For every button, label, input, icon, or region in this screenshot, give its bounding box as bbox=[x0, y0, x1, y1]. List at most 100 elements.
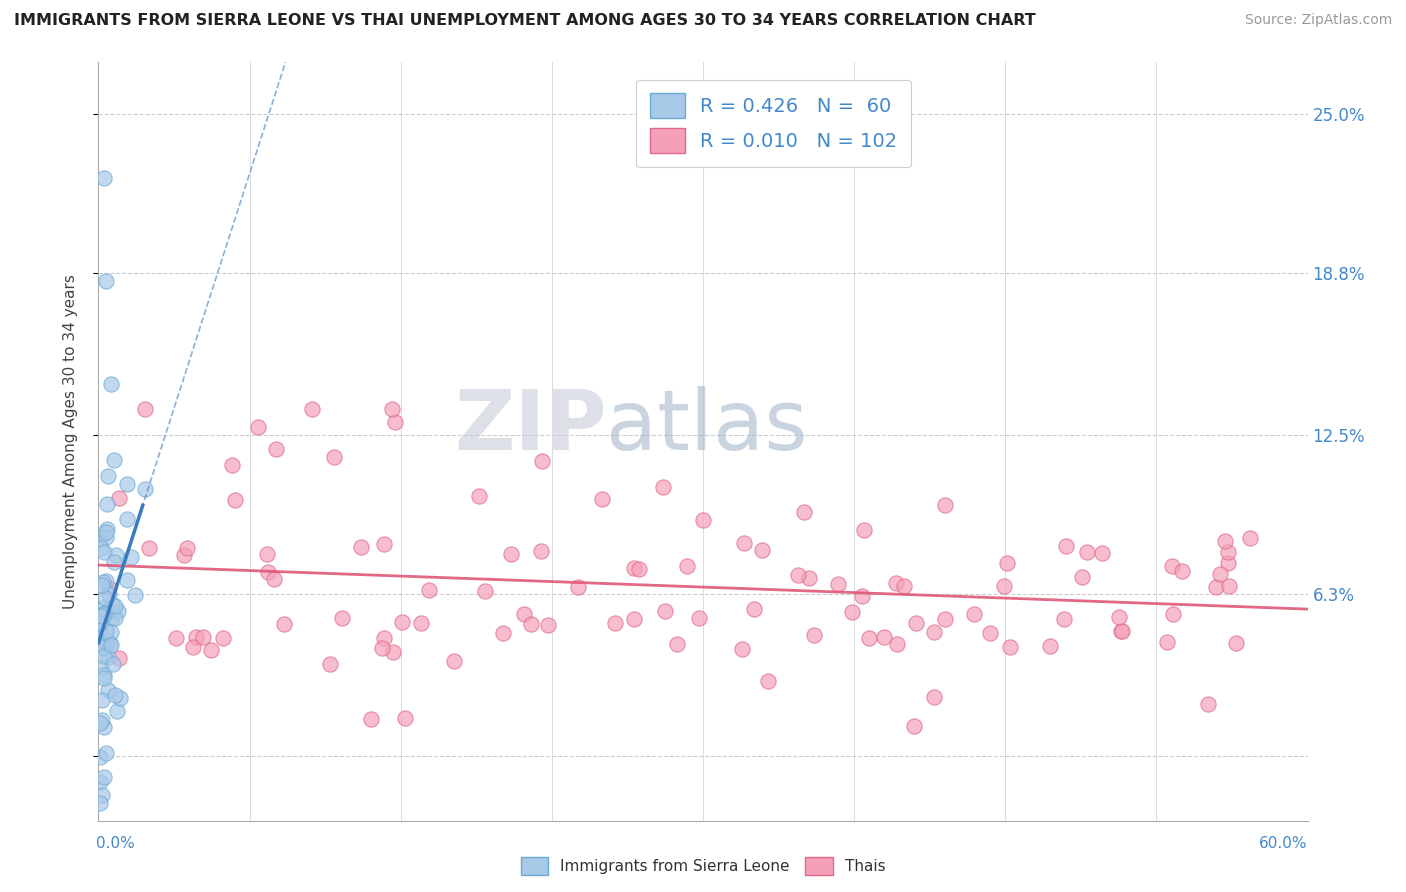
Text: IMMIGRANTS FROM SIERRA LEONE VS THAI UNEMPLOYMENT AMONG AGES 30 TO 34 YEARS CORR: IMMIGRANTS FROM SIERRA LEONE VS THAI UNE… bbox=[14, 13, 1036, 29]
Point bbox=[96, 604, 118, 618]
Point bbox=[382, 645, 405, 659]
Point bbox=[224, 492, 246, 507]
Point bbox=[117, 477, 139, 491]
Point bbox=[623, 612, 645, 626]
Point bbox=[1070, 570, 1092, 584]
Text: atlas: atlas bbox=[606, 386, 808, 467]
Point bbox=[90, 541, 112, 556]
Point bbox=[692, 513, 714, 527]
Point bbox=[922, 624, 945, 639]
Point bbox=[797, 571, 820, 585]
Point bbox=[1239, 531, 1261, 545]
Point bbox=[1054, 539, 1077, 553]
Point bbox=[731, 641, 754, 656]
Point bbox=[651, 479, 673, 493]
Point bbox=[193, 630, 215, 644]
Point bbox=[1197, 698, 1219, 712]
Point bbox=[1091, 546, 1114, 560]
Point bbox=[1111, 624, 1133, 638]
Point bbox=[91, 693, 114, 707]
Point bbox=[1109, 624, 1132, 639]
Text: ZIP: ZIP bbox=[454, 386, 606, 467]
Point bbox=[443, 655, 465, 669]
Point bbox=[138, 541, 160, 556]
Point bbox=[1039, 639, 1062, 653]
Point bbox=[103, 555, 125, 569]
Text: 60.0%: 60.0% bbox=[1260, 836, 1308, 851]
Point bbox=[89, 607, 111, 622]
Point bbox=[381, 402, 404, 417]
Point bbox=[134, 402, 156, 417]
Point bbox=[384, 415, 406, 429]
Point bbox=[93, 607, 115, 622]
Point bbox=[96, 497, 118, 511]
Point bbox=[107, 604, 129, 618]
Point bbox=[93, 720, 115, 734]
Point bbox=[165, 631, 187, 645]
Point bbox=[1076, 545, 1098, 559]
Point bbox=[124, 588, 146, 602]
Point bbox=[322, 450, 344, 464]
Point bbox=[257, 565, 280, 579]
Point bbox=[319, 657, 342, 672]
Point bbox=[110, 690, 132, 705]
Point bbox=[200, 642, 222, 657]
Point bbox=[733, 536, 755, 550]
Point bbox=[1213, 534, 1236, 549]
Point bbox=[373, 632, 395, 646]
Point bbox=[675, 559, 697, 574]
Y-axis label: Unemployment Among Ages 30 to 34 years: Unemployment Among Ages 30 to 34 years bbox=[63, 274, 77, 609]
Point bbox=[91, 608, 114, 623]
Point bbox=[246, 420, 269, 434]
Point bbox=[273, 617, 295, 632]
Point bbox=[979, 625, 1001, 640]
Point bbox=[934, 498, 956, 512]
Point bbox=[176, 541, 198, 556]
Point bbox=[529, 544, 551, 558]
Point bbox=[104, 599, 127, 614]
Point bbox=[101, 657, 124, 672]
Point bbox=[96, 624, 118, 639]
Point bbox=[858, 631, 880, 645]
Point bbox=[394, 711, 416, 725]
Point bbox=[89, 796, 111, 810]
Point bbox=[998, 640, 1021, 654]
Point bbox=[628, 562, 651, 576]
Point bbox=[120, 549, 142, 564]
Point bbox=[922, 690, 945, 705]
Point bbox=[96, 522, 118, 536]
Point bbox=[520, 616, 543, 631]
Point bbox=[893, 579, 915, 593]
Point bbox=[1218, 579, 1240, 593]
Point bbox=[94, 524, 117, 539]
Point bbox=[1225, 636, 1247, 650]
Point bbox=[181, 640, 204, 655]
Point bbox=[1208, 567, 1230, 582]
Point bbox=[100, 638, 122, 652]
Point bbox=[567, 580, 589, 594]
Point bbox=[501, 547, 523, 561]
Point bbox=[391, 615, 413, 630]
Point bbox=[89, 616, 111, 631]
Point bbox=[91, 788, 114, 802]
Point bbox=[90, 661, 112, 675]
Point bbox=[103, 688, 125, 702]
Point bbox=[89, 775, 111, 789]
Point bbox=[591, 492, 613, 507]
Point bbox=[186, 630, 208, 644]
Point bbox=[94, 591, 117, 605]
Point bbox=[1161, 559, 1184, 574]
Point bbox=[94, 636, 117, 650]
Point bbox=[100, 376, 122, 391]
Point bbox=[1218, 545, 1240, 559]
Point bbox=[751, 542, 773, 557]
Point bbox=[256, 547, 278, 561]
Point bbox=[903, 718, 925, 732]
Point bbox=[93, 649, 115, 664]
Point bbox=[107, 650, 129, 665]
Point bbox=[873, 631, 896, 645]
Point bbox=[301, 402, 323, 417]
Point bbox=[418, 582, 440, 597]
Point bbox=[934, 612, 956, 626]
Point bbox=[93, 667, 115, 681]
